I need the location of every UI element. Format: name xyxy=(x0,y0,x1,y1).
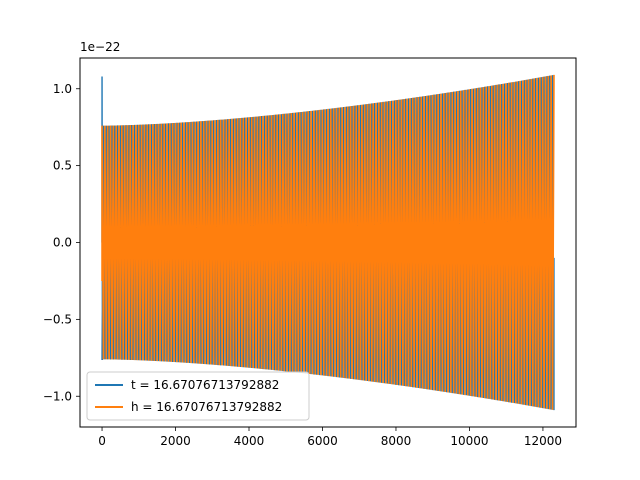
legend-label-h: h = 16.67076713792882 xyxy=(131,400,282,414)
legend-box xyxy=(86,371,310,421)
y-offset-label: 1e−22 xyxy=(80,40,120,54)
y-tick-label: −0.5 xyxy=(43,312,72,326)
y-tick-label: 0.5 xyxy=(53,159,72,173)
x-tick-label: 2000 xyxy=(160,434,191,448)
legend-label-t: t = 16.67076713792882 xyxy=(131,378,279,392)
series-line-h xyxy=(101,74,555,410)
y-tick-label: 1.0 xyxy=(53,82,72,96)
x-tick-label: 4000 xyxy=(234,434,265,448)
series-layer xyxy=(101,74,555,411)
x-tick-label: 0 xyxy=(98,434,106,448)
x-tick-label: 6000 xyxy=(307,434,338,448)
x-tick-label: 12000 xyxy=(524,434,562,448)
y-tick-label: −1.0 xyxy=(43,389,72,403)
y-axis-ticks: −1.0 −0.5 0.0 0.5 1.0 xyxy=(43,82,80,403)
x-tick-label: 8000 xyxy=(381,434,412,448)
y-tick-label: 0.0 xyxy=(53,236,72,250)
series-line-t xyxy=(101,75,555,411)
legend: t = 16.67076713792882 h = 16.67076713792… xyxy=(86,371,310,421)
x-tick-label: 10000 xyxy=(450,434,488,448)
x-axis-ticks: 0 2000 4000 6000 8000 10000 12000 xyxy=(98,427,562,448)
